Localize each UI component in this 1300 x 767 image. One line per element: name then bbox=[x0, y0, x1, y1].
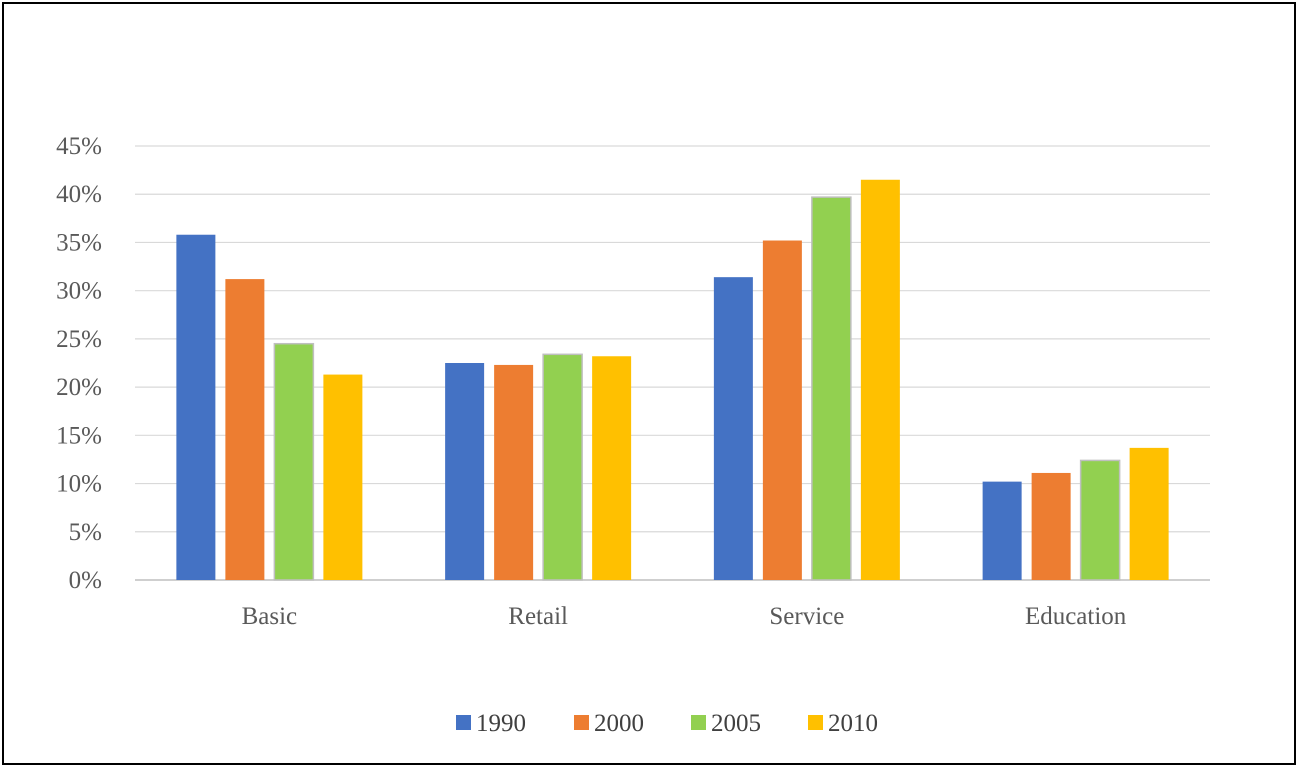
x-tick-label: Service bbox=[769, 603, 844, 630]
gridlines bbox=[135, 145, 1210, 581]
bars bbox=[176, 179, 1169, 581]
bar-service-2005 bbox=[811, 196, 852, 581]
legend-swatch-2000 bbox=[574, 715, 589, 730]
bar-education-1990 bbox=[982, 481, 1022, 580]
bar-service-2000 bbox=[762, 240, 802, 580]
y-tick-label: 40% bbox=[56, 181, 102, 208]
bar-retail-2005 bbox=[542, 353, 583, 581]
y-tick-label: 15% bbox=[56, 422, 102, 449]
x-tick-label: Education bbox=[1025, 603, 1127, 630]
legend-label-1990: 1990 bbox=[476, 710, 526, 737]
legend-label-2010: 2010 bbox=[828, 710, 878, 737]
bar-education-2005 bbox=[1079, 459, 1121, 581]
bar-retail-1990 bbox=[445, 363, 485, 580]
y-tick-label: 0% bbox=[69, 567, 102, 594]
x-tick-label: Basic bbox=[242, 603, 298, 630]
y-tick-label: 25% bbox=[56, 326, 102, 353]
bar-service-2010 bbox=[860, 179, 900, 580]
bar-basic-2010 bbox=[323, 374, 363, 580]
legend-label-2005: 2005 bbox=[711, 710, 761, 737]
bar-basic-2000 bbox=[225, 279, 265, 580]
bar-service-1990 bbox=[713, 277, 753, 580]
x-axis: Basic Retail Service Education bbox=[242, 603, 1127, 630]
legend-swatch-1990 bbox=[456, 715, 471, 730]
bar-retail-2000 bbox=[494, 364, 534, 580]
legend-label-2000: 2000 bbox=[594, 710, 644, 737]
bar-basic-1990 bbox=[176, 234, 216, 580]
y-tick-label: 10% bbox=[56, 471, 102, 498]
y-tick-label: 45% bbox=[56, 133, 102, 160]
legend-swatch-2005 bbox=[691, 715, 706, 730]
y-tick-label: 35% bbox=[56, 229, 102, 256]
bar-education-2000 bbox=[1031, 472, 1071, 580]
legend: 1990 2000 2005 2010 bbox=[456, 710, 878, 737]
y-tick-label: 30% bbox=[56, 278, 102, 305]
y-tick-label: 20% bbox=[56, 374, 102, 401]
x-tick-label: Retail bbox=[508, 603, 568, 630]
bar-basic-2005 bbox=[273, 342, 315, 581]
bar-education-2010 bbox=[1129, 447, 1169, 580]
bar-retail-2010 bbox=[592, 356, 632, 580]
y-axis: 0% 5% 10% 15% 20% 25% 30% 35% 40% 45% bbox=[56, 133, 102, 594]
legend-swatch-2010 bbox=[808, 715, 823, 730]
y-tick-label: 5% bbox=[69, 519, 102, 546]
